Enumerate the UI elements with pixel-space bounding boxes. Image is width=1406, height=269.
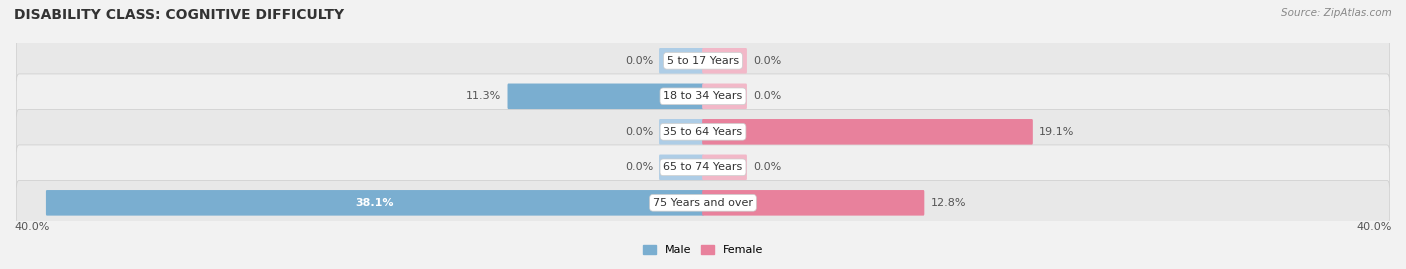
- Text: 65 to 74 Years: 65 to 74 Years: [664, 162, 742, 172]
- Text: Source: ZipAtlas.com: Source: ZipAtlas.com: [1281, 8, 1392, 18]
- FancyBboxPatch shape: [702, 119, 1033, 145]
- FancyBboxPatch shape: [508, 83, 704, 109]
- Text: 18 to 34 Years: 18 to 34 Years: [664, 91, 742, 101]
- FancyBboxPatch shape: [46, 190, 704, 216]
- Text: 11.3%: 11.3%: [467, 91, 502, 101]
- FancyBboxPatch shape: [702, 48, 747, 74]
- FancyBboxPatch shape: [659, 154, 704, 180]
- Text: 0.0%: 0.0%: [624, 127, 652, 137]
- FancyBboxPatch shape: [702, 154, 747, 180]
- FancyBboxPatch shape: [17, 38, 1389, 83]
- Text: 40.0%: 40.0%: [1357, 222, 1392, 232]
- Text: 40.0%: 40.0%: [14, 222, 49, 232]
- FancyBboxPatch shape: [659, 48, 704, 74]
- FancyBboxPatch shape: [17, 109, 1389, 154]
- Text: 12.8%: 12.8%: [931, 198, 966, 208]
- Text: DISABILITY CLASS: COGNITIVE DIFFICULTY: DISABILITY CLASS: COGNITIVE DIFFICULTY: [14, 8, 344, 22]
- FancyBboxPatch shape: [17, 145, 1389, 190]
- Text: 38.1%: 38.1%: [356, 198, 394, 208]
- Text: 0.0%: 0.0%: [754, 162, 782, 172]
- Text: 35 to 64 Years: 35 to 64 Years: [664, 127, 742, 137]
- Text: 75 Years and over: 75 Years and over: [652, 198, 754, 208]
- Text: 0.0%: 0.0%: [624, 162, 652, 172]
- Text: 0.0%: 0.0%: [754, 56, 782, 66]
- FancyBboxPatch shape: [17, 180, 1389, 225]
- Legend: Male, Female: Male, Female: [638, 240, 768, 259]
- FancyBboxPatch shape: [702, 83, 747, 109]
- FancyBboxPatch shape: [702, 190, 924, 216]
- Text: 0.0%: 0.0%: [624, 56, 652, 66]
- FancyBboxPatch shape: [17, 74, 1389, 119]
- FancyBboxPatch shape: [659, 119, 704, 145]
- Text: 5 to 17 Years: 5 to 17 Years: [666, 56, 740, 66]
- Text: 19.1%: 19.1%: [1039, 127, 1074, 137]
- Text: 0.0%: 0.0%: [754, 91, 782, 101]
